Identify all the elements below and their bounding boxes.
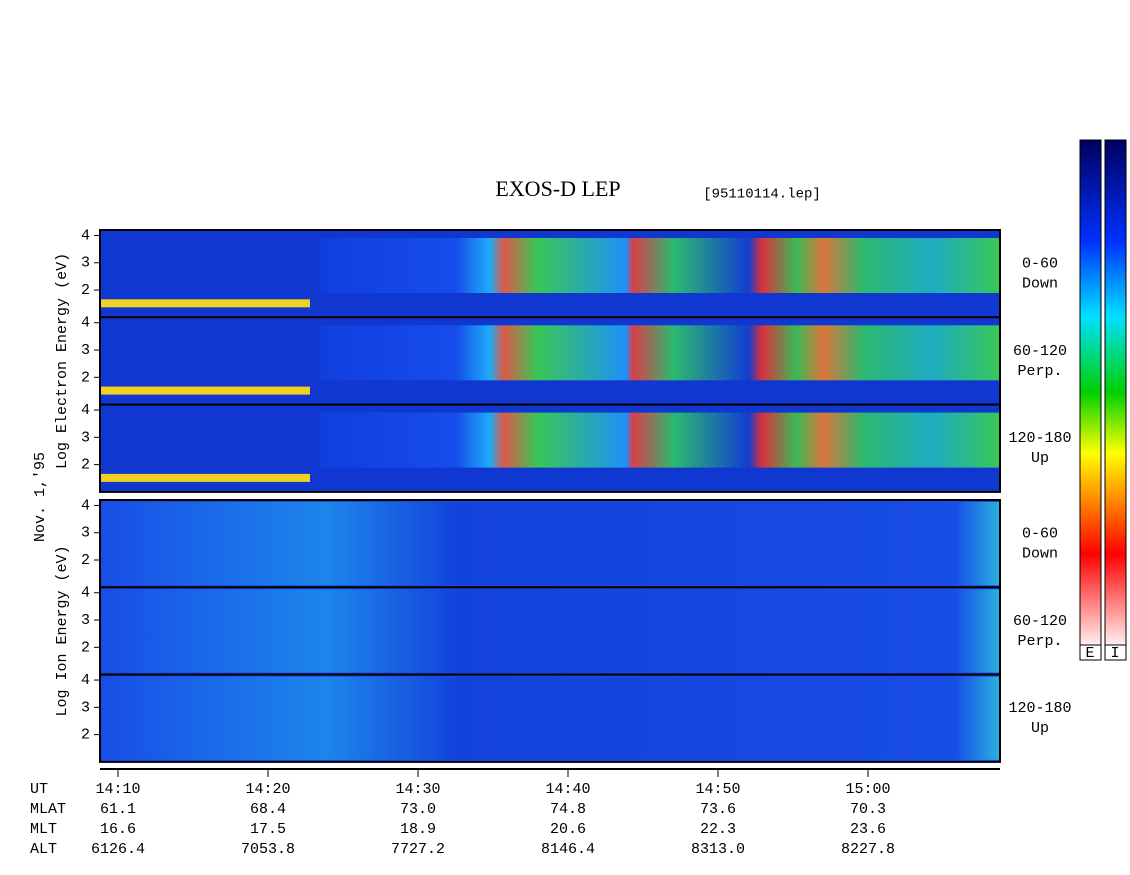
y-tick-label: 3 [81,342,90,359]
x-tick-label: 14:30 [395,781,440,798]
date-label: Nov. 1,'95 [32,452,49,542]
ephemeris-value: 16.6 [100,821,136,838]
ephemeris-value: 8146.4 [541,841,595,858]
colorbar [1104,139,1127,646]
ephemeris-value: 8313.0 [691,841,745,858]
colorbar [1079,139,1102,646]
panel-direction: Up [1031,720,1049,737]
y-tick-label: 2 [81,552,90,569]
y-tick-label: 4 [81,672,90,689]
panel-frame [99,403,1001,493]
ephemeris-name: MLT [30,821,57,838]
ephemeris-value: 70.3 [850,801,886,818]
ephemeris-value: 8227.8 [841,841,895,858]
panel-pitch: 60-120 [1013,343,1067,360]
ephemeris-value: 73.6 [700,801,736,818]
ephemeris-value: 22.3 [700,821,736,838]
y-tick-label: 2 [81,639,90,656]
y-tick-label: 2 [81,457,90,474]
y-tick-label: 3 [81,429,90,446]
spectrogram-band [100,589,1000,673]
spectrogram-band [100,502,1000,586]
spectrogram-low [100,386,310,395]
y-tick-label: 4 [81,585,90,602]
y-tick-label: 4 [81,315,90,332]
panel-pitch: 120-180 [1008,430,1071,447]
panel-frame [99,673,1001,763]
ephemeris-value: 61.1 [100,801,136,818]
y-axis-label: Log Ion Energy (eV) [54,545,71,716]
ephemeris-value: 7053.8 [241,841,295,858]
ephemeris-value: 68.4 [250,801,286,818]
ephemeris-value: 18.9 [400,821,436,838]
spectrogram-band [100,676,1000,760]
panel-direction: Down [1022,276,1058,293]
spectrogram-low [100,473,310,482]
y-tick-label: 3 [81,612,90,629]
ephemeris-value: 74.8 [550,801,586,818]
x-axis-label: UT [30,781,48,798]
colorbar-label: I [1110,645,1119,662]
x-tick-label: 14:50 [695,781,740,798]
spectrogram-band [320,412,1000,468]
ephemeris-name: MLAT [30,801,66,818]
spectrogram-band [320,238,1000,293]
y-tick-label: 4 [81,402,90,419]
y-tick-label: 2 [81,369,90,386]
chart-subtitle: [95110114.lep] [703,187,821,203]
x-tick-label: 14:10 [95,781,140,798]
y-tick-label: 3 [81,255,90,272]
ephemeris-value: 7727.2 [391,841,445,858]
x-tick-label: 14:20 [245,781,290,798]
y-tick-label: 2 [81,282,90,299]
ephemeris-value: 20.6 [550,821,586,838]
panel-pitch: 60-120 [1013,613,1067,630]
y-tick-label: 3 [81,699,90,716]
panel-direction: Perp. [1017,363,1062,380]
colorbars: E I [1079,139,1127,662]
colorbar-label-box [1104,644,1127,661]
panel-direction: Up [1031,450,1049,467]
panel-pitch: 0-60 [1022,526,1058,543]
spectrogram-low [100,299,310,308]
panel-direction: Down [1022,546,1058,563]
panel-pitch: 0-60 [1022,256,1058,273]
x-tick-label: 14:40 [545,781,590,798]
ephemeris-value: 23.6 [850,821,886,838]
ephemeris-name: ALT [30,841,57,858]
colorbar-label: E [1085,645,1094,662]
y-tick-label: 4 [81,227,90,244]
colorbar-label-box [1079,644,1102,661]
y-axis-label: Log Electron Energy (eV) [54,253,71,469]
ephemeris-value: 73.0 [400,801,436,818]
y-tick-label: 4 [81,497,90,514]
x-tick-label: 15:00 [845,781,890,798]
panel-pitch: 120-180 [1008,700,1071,717]
panel-direction: Perp. [1017,633,1062,650]
y-tick-label: 2 [81,727,90,744]
ephemeris-value: 6126.4 [91,841,145,858]
y-tick-label: 3 [81,525,90,542]
chart-title: EXOS-D LEP [495,176,620,201]
ephemeris-value: 17.5 [250,821,286,838]
spectrogram-band [320,325,1000,381]
